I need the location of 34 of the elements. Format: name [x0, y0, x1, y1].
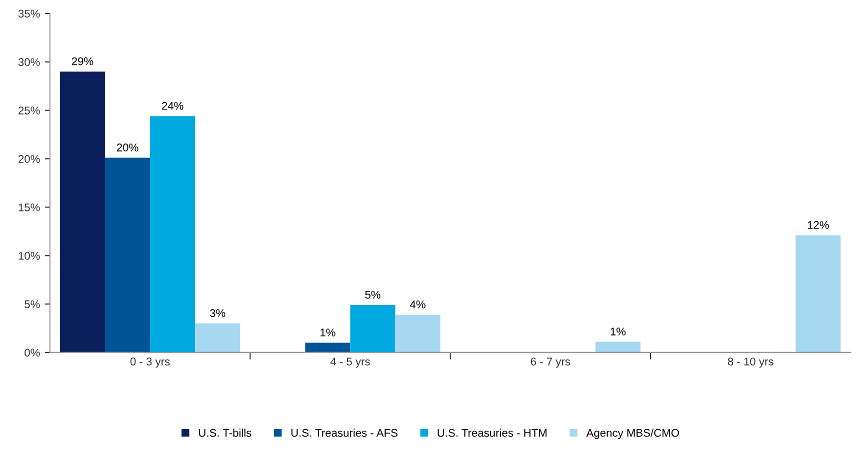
data-label: 1% — [610, 328, 626, 336]
data-label: 5% — [365, 290, 380, 299]
data-label: 3% — [210, 309, 226, 318]
data-label: 4% — [410, 300, 426, 308]
y-tick-label: 15% — [18, 203, 40, 212]
data-label: 20% — [116, 144, 138, 152]
y-tick-label: 30% — [18, 58, 40, 66]
bar — [595, 342, 640, 352]
data-label: 29% — [72, 57, 94, 66]
bar — [395, 314, 440, 352]
legend-label: Agency MBS/CMO — [586, 428, 679, 439]
legend-label: U.S. Treasuries - AFS — [291, 428, 398, 437]
bar — [60, 72, 105, 352]
bar — [305, 342, 350, 352]
bar — [796, 235, 841, 352]
bar — [104, 158, 150, 352]
y-tick-label: 25% — [18, 106, 40, 114]
legend-label: U.S. Treasuries - HTM — [438, 428, 546, 437]
x-tick-label: 0 - 3 yrs — [130, 358, 170, 368]
y-tick-label: 0% — [24, 348, 40, 357]
bar — [150, 116, 196, 352]
data-label: 1% — [320, 328, 336, 336]
x-tick-label: 6 - 7 yrs — [530, 358, 570, 368]
y-tick-label: 35% — [18, 10, 40, 18]
data-label: 24% — [162, 102, 184, 110]
x-tick-label: 4 - 5 yrs — [330, 358, 370, 368]
data-label: 12% — [808, 221, 829, 229]
bar — [195, 323, 240, 352]
y-tick-label: 20% — [18, 155, 40, 163]
legend-label: U.S. T-bills — [199, 428, 252, 437]
y-tick-label: 10% — [18, 252, 40, 260]
x-tick-label: 8 - 10 yrs — [728, 358, 774, 368]
y-tick-label: 5% — [24, 300, 40, 308]
bar — [350, 305, 396, 352]
